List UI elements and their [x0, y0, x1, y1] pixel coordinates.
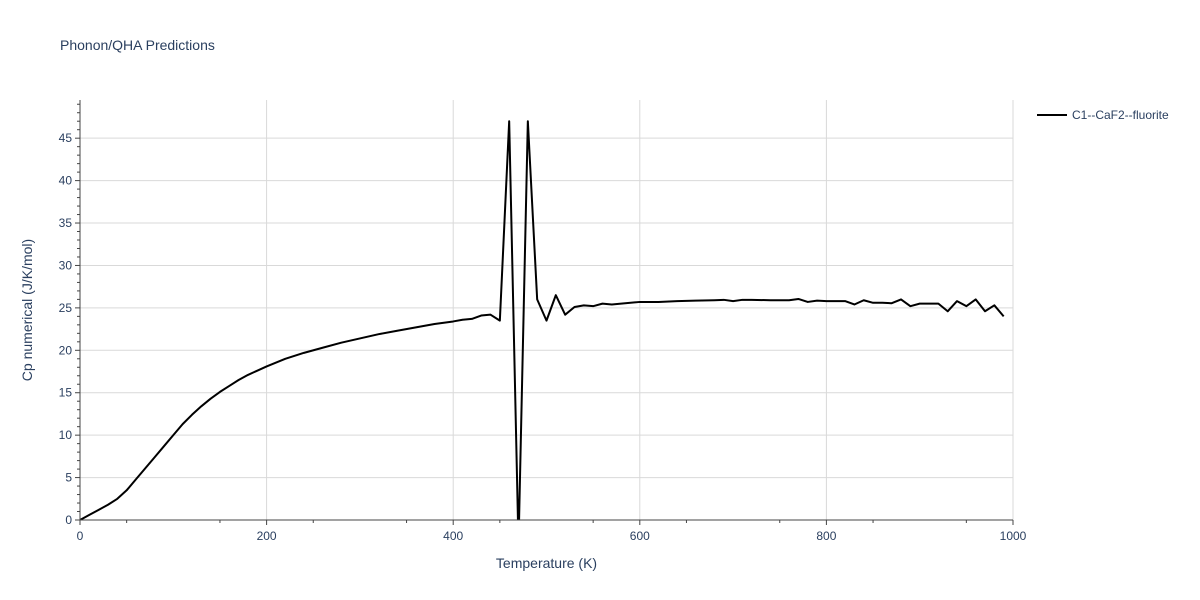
x-tick-label: 1000: [1000, 529, 1027, 543]
series-line: [80, 120, 1005, 520]
y-tick-label: 30: [59, 258, 73, 272]
y-axis-title: Cp numerical (J/K/mol): [19, 239, 35, 381]
legend-label: C1--CaF2--fluorite: [1072, 108, 1169, 122]
x-tick-label: 400: [443, 529, 463, 543]
y-tick-label: 20: [59, 343, 73, 357]
x-tick-label: 200: [257, 529, 277, 543]
y-tick-label: 0: [65, 513, 72, 527]
x-tick-label: 600: [630, 529, 650, 543]
y-tick-label: 5: [65, 471, 72, 485]
chart-title: Phonon/QHA Predictions: [60, 37, 215, 53]
y-tick-label: 40: [59, 174, 73, 188]
gridlines: [80, 100, 1014, 520]
x-axis-title: Temperature (K): [496, 555, 597, 571]
tick-labels: 0 200 400 600 800 1000 0 5 10 15 20 25 30 35 40 45: [59, 131, 1027, 543]
y-tick-label: 25: [59, 301, 73, 315]
y-tick-label: 10: [59, 428, 73, 442]
legend[interactable]: C1--CaF2--fluorite: [1037, 108, 1169, 122]
y-tick-label: 35: [59, 216, 73, 230]
series-layer: [80, 120, 1005, 520]
axes: [75, 100, 1014, 525]
x-tick-label: 800: [816, 529, 836, 543]
y-tick-label: 15: [59, 386, 73, 400]
y-tick-label: 45: [59, 131, 73, 145]
x-tick-label: 0: [77, 529, 84, 543]
